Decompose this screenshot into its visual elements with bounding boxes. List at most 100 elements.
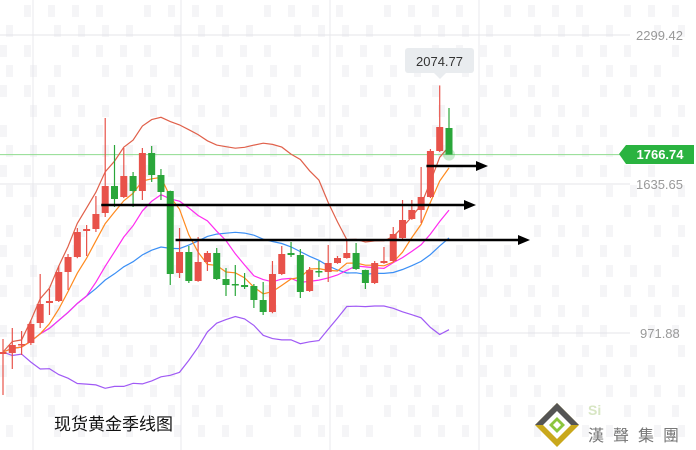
- watermark-block: [336, 245, 343, 257]
- watermark-block: [24, 365, 31, 377]
- watermark-block: [54, 185, 61, 197]
- watermark-block: [144, 245, 151, 257]
- candle: [138, 148, 146, 200]
- watermark-block: [486, 65, 493, 77]
- watermark-block: [312, 405, 319, 417]
- watermark-block: [486, 185, 493, 197]
- watermark-block: [288, 285, 295, 297]
- watermark-block: [312, 285, 319, 297]
- watermark-block: [222, 145, 229, 157]
- watermark-block: [558, 225, 565, 237]
- watermark-block: [624, 85, 631, 97]
- candle-body: [324, 263, 332, 273]
- watermark-block: [48, 405, 55, 417]
- watermark-block: [534, 25, 541, 37]
- watermark-block: [120, 125, 127, 137]
- watermark-block: [552, 325, 559, 337]
- watermark-block: [150, 65, 157, 77]
- candle: [268, 261, 276, 314]
- watermark-block: [504, 205, 511, 217]
- watermark-block: [336, 205, 343, 217]
- watermark-block: [654, 265, 661, 277]
- watermark-block: [438, 345, 445, 357]
- watermark-block: [366, 345, 373, 357]
- watermark-block: [240, 85, 247, 97]
- watermark-block: [318, 425, 325, 437]
- boll-lower-line: [2, 305, 450, 389]
- candle-body: [259, 299, 267, 313]
- candle-body: [176, 252, 184, 273]
- watermark-block: [432, 245, 439, 257]
- watermark-block: [552, 125, 559, 137]
- watermark-block: [414, 225, 421, 237]
- watermark-block: [72, 125, 79, 137]
- candle-body: [64, 257, 72, 273]
- watermark-block: [336, 125, 343, 137]
- watermark-block: [672, 325, 679, 337]
- watermark-block: [480, 165, 487, 177]
- watermark-block: [528, 405, 535, 417]
- watermark-block: [6, 145, 13, 157]
- watermark-block: [414, 265, 421, 277]
- watermark-block: [312, 125, 319, 137]
- watermark-block: [552, 245, 559, 257]
- watermark-block: [48, 5, 55, 17]
- candle: [334, 256, 341, 264]
- watermark-block: [462, 145, 469, 157]
- watermark-block: [168, 325, 175, 337]
- candle: [27, 319, 35, 346]
- watermark-block: [48, 125, 55, 137]
- watermark-block: [606, 25, 613, 37]
- y-tick-label: 971.88: [640, 326, 680, 341]
- candles: [0, 85, 455, 396]
- watermark-block: [102, 305, 109, 317]
- watermark-block: [528, 5, 535, 17]
- watermark-block: [24, 165, 31, 177]
- y-tick-label: 2299.42: [636, 28, 683, 43]
- watermark-block: [144, 165, 151, 177]
- watermark-block: [456, 125, 463, 137]
- watermark-block: [48, 285, 55, 297]
- watermark-block: [126, 185, 133, 197]
- watermark-block: [78, 145, 85, 157]
- watermark-block: [678, 225, 685, 237]
- watermark-block: [264, 205, 271, 217]
- watermark-block: [678, 385, 685, 397]
- y-tick-label: 1635.65: [636, 177, 683, 192]
- watermark-block: [558, 105, 565, 117]
- watermark-block: [534, 225, 541, 237]
- watermark-block: [456, 245, 463, 257]
- watermark-block: [648, 365, 655, 377]
- watermark-block: [102, 105, 109, 117]
- watermark-block: [504, 165, 511, 177]
- watermark-block: [264, 365, 271, 377]
- watermark-block: [534, 105, 541, 117]
- candle-body: [157, 175, 165, 193]
- watermark-block: [558, 305, 565, 317]
- watermark-block: [318, 105, 325, 117]
- watermark-block: [648, 85, 655, 97]
- watermark-block: [6, 425, 13, 437]
- watermark-block: [486, 25, 493, 37]
- watermark-block: [390, 345, 397, 357]
- watermark-block: [672, 85, 679, 97]
- watermark-block: [360, 85, 367, 97]
- watermark-block: [150, 265, 157, 277]
- watermark-block: [504, 365, 511, 377]
- watermark-block: [6, 185, 13, 197]
- candle: [408, 199, 416, 220]
- watermark-block: [606, 65, 613, 77]
- watermark-block: [582, 425, 589, 437]
- watermark-block: [528, 85, 535, 97]
- watermark-block: [312, 245, 319, 257]
- watermark-block: [462, 345, 469, 357]
- arrow: [101, 200, 476, 211]
- watermark-block: [606, 185, 613, 197]
- watermark-block: [384, 205, 391, 217]
- candle: [324, 245, 332, 282]
- watermark-block: [342, 105, 349, 117]
- candle: [315, 261, 323, 278]
- watermark-block: [672, 45, 679, 57]
- watermark-block: [414, 385, 421, 397]
- watermark-block: [48, 365, 55, 377]
